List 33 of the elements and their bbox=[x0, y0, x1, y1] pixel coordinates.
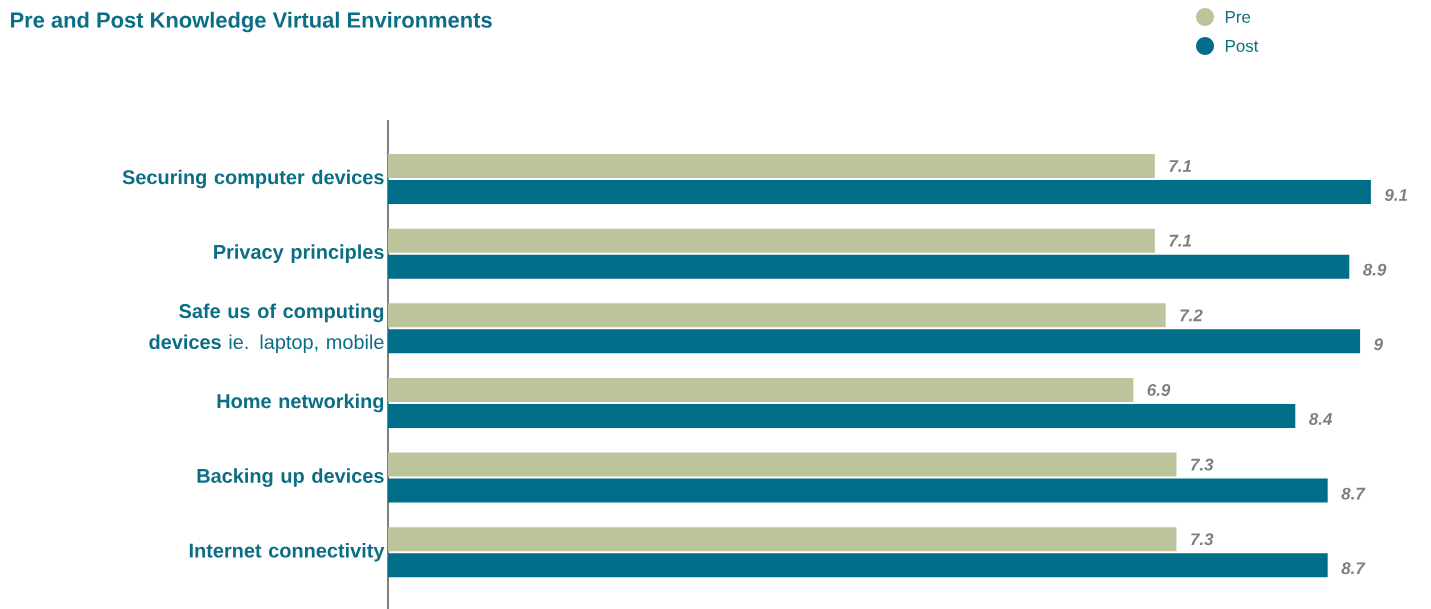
y-tick-label: Backing up devices bbox=[197, 468, 384, 487]
data-label: 8.4 bbox=[1309, 412, 1333, 425]
data-label: 7.3 bbox=[1191, 533, 1214, 546]
y-tick-label: Home networking bbox=[217, 393, 384, 413]
chart-title: Pre and Post Knowledge Virtual Environments bbox=[10, 11, 492, 33]
data-label: 9.1 bbox=[1384, 188, 1408, 201]
data-label: 8.7 bbox=[1341, 487, 1366, 500]
data-label: 9 bbox=[1374, 338, 1383, 351]
bar bbox=[388, 452, 1177, 477]
bar bbox=[388, 254, 1350, 279]
y-tick-label: Internet connectivity bbox=[189, 542, 385, 562]
data-label: 7.1 bbox=[1169, 234, 1192, 247]
bar bbox=[388, 377, 1134, 402]
y-tick-label: Safe us of computing devices ie. laptop, mobile bbox=[149, 303, 384, 354]
data-label: 7.1 bbox=[1169, 160, 1192, 172]
data-label: 8.7 bbox=[1341, 562, 1366, 575]
data-label: 6.9 bbox=[1147, 383, 1171, 396]
y-tick-label: Privacy principles bbox=[214, 244, 384, 263]
bar bbox=[388, 403, 1296, 428]
bar bbox=[388, 329, 1361, 354]
y-tick-label: Securing computer devices bbox=[122, 169, 384, 189]
bar bbox=[388, 478, 1328, 503]
bar bbox=[388, 527, 1177, 552]
bar bbox=[388, 303, 1166, 328]
data-label: 7.2 bbox=[1180, 309, 1203, 322]
bar bbox=[388, 153, 1155, 178]
bar bbox=[388, 228, 1155, 253]
data-label: 7.3 bbox=[1191, 458, 1214, 471]
legend-label: Post bbox=[1225, 40, 1259, 52]
data-label: 8.9 bbox=[1363, 263, 1387, 276]
bar bbox=[388, 553, 1328, 578]
bar bbox=[388, 179, 1371, 204]
legend-label: Pre bbox=[1225, 11, 1251, 23]
